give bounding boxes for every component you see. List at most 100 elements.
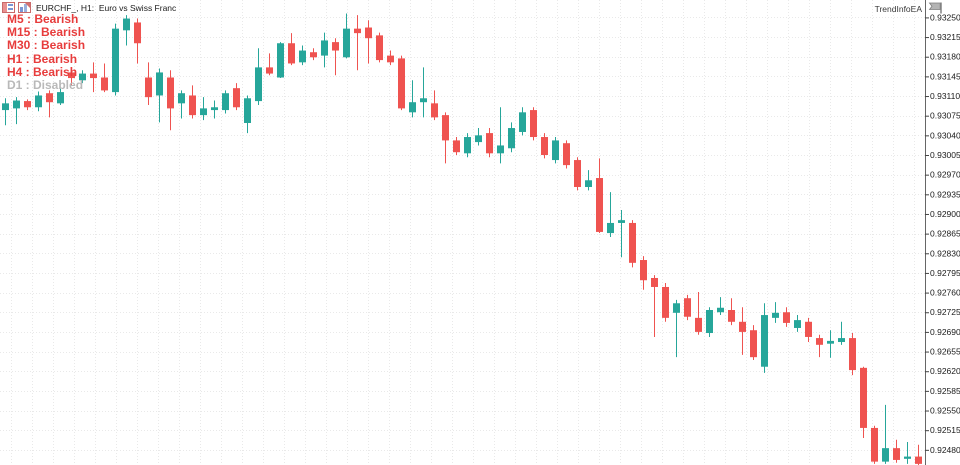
candle bbox=[101, 63, 108, 93]
price-label: 0.93145 bbox=[930, 71, 960, 81]
candle bbox=[200, 97, 207, 121]
candle bbox=[750, 325, 757, 360]
candle bbox=[915, 444, 922, 465]
candle bbox=[112, 23, 119, 96]
candle bbox=[541, 133, 548, 159]
price-label: 0.92795 bbox=[930, 268, 960, 278]
trend-item-m15: M15 : Bearish bbox=[7, 25, 86, 40]
candle bbox=[13, 97, 20, 125]
trend-item-d1: D1 : Disabled bbox=[7, 78, 84, 93]
candle bbox=[882, 404, 889, 464]
price-label: 0.92725 bbox=[930, 307, 960, 317]
candle bbox=[849, 333, 856, 376]
candle bbox=[266, 53, 273, 76]
candle bbox=[618, 210, 625, 258]
candle bbox=[321, 32, 328, 68]
candle bbox=[673, 299, 680, 358]
price-label: 0.92970 bbox=[930, 170, 960, 180]
price-label: 0.92585 bbox=[930, 386, 960, 396]
candle bbox=[783, 307, 790, 327]
candle bbox=[24, 99, 31, 111]
candle bbox=[46, 90, 53, 118]
candle bbox=[211, 100, 218, 119]
candle bbox=[178, 90, 185, 119]
candle bbox=[398, 55, 405, 111]
candle bbox=[233, 83, 240, 111]
candle bbox=[464, 133, 471, 158]
candle bbox=[365, 20, 372, 64]
candle bbox=[838, 321, 845, 345]
candle bbox=[376, 32, 383, 63]
candle bbox=[145, 62, 152, 106]
candle bbox=[640, 256, 647, 290]
candle bbox=[354, 15, 361, 71]
price-label: 0.93110 bbox=[930, 91, 960, 101]
chart-title: EURCHF_, H1: Euro vs Swiss Franc bbox=[36, 2, 177, 13]
candle bbox=[486, 128, 493, 158]
candle bbox=[409, 80, 416, 118]
candle bbox=[728, 298, 735, 326]
price-label: 0.92480 bbox=[930, 445, 960, 455]
grid bbox=[0, 0, 925, 465]
market-watch-icon bbox=[2, 2, 15, 13]
candle bbox=[189, 85, 196, 119]
candle bbox=[816, 334, 823, 358]
candle bbox=[90, 62, 97, 93]
price-label: 0.92655 bbox=[930, 347, 960, 357]
candle bbox=[607, 192, 614, 237]
trend-item-h4: H4 : Bearish bbox=[7, 64, 78, 79]
candle bbox=[255, 48, 262, 106]
candle bbox=[739, 307, 746, 355]
candle bbox=[717, 297, 724, 316]
candle bbox=[596, 158, 603, 234]
candle bbox=[574, 157, 581, 191]
price-label: 0.92935 bbox=[930, 189, 960, 199]
candle bbox=[244, 95, 251, 134]
trend-item-m30: M30 : Bearish bbox=[7, 38, 86, 53]
candle bbox=[860, 366, 867, 439]
candle bbox=[827, 330, 834, 358]
candle bbox=[706, 307, 713, 337]
price-axis[interactable]: 0.93250 0.93215 0.93180 0.93145 0.93110 0.930… bbox=[925, 0, 960, 465]
candle bbox=[662, 283, 669, 322]
price-label: 0.93005 bbox=[930, 150, 960, 160]
candle bbox=[519, 107, 526, 136]
price-label: 0.92865 bbox=[930, 229, 960, 239]
price-label: 0.93180 bbox=[930, 52, 960, 62]
candle bbox=[629, 220, 636, 268]
candle bbox=[585, 170, 592, 191]
candle bbox=[871, 425, 878, 464]
price-label: 0.92690 bbox=[930, 327, 960, 337]
price-label: 0.93040 bbox=[930, 130, 960, 140]
candle bbox=[508, 122, 515, 153]
candle bbox=[57, 88, 64, 106]
candle bbox=[431, 90, 438, 121]
candle bbox=[761, 303, 768, 373]
price-label: 0.92830 bbox=[930, 248, 960, 258]
chart-header: EURCHF_, H1: Euro vs Swiss Franc bbox=[2, 2, 176, 13]
candle bbox=[695, 292, 702, 335]
candle bbox=[123, 15, 130, 46]
trend-item-m5: M5 : Bearish bbox=[7, 12, 79, 26]
price-label: 0.93075 bbox=[930, 111, 960, 121]
candle bbox=[167, 70, 174, 131]
candle bbox=[79, 70, 86, 84]
candle bbox=[475, 128, 482, 146]
candle bbox=[893, 439, 900, 463]
candle bbox=[310, 48, 317, 61]
candle bbox=[35, 91, 42, 112]
candle bbox=[530, 107, 537, 141]
candle bbox=[651, 275, 658, 337]
trend-panel: M5 : Bearish M15 : Bearish M30 : Bearish H1… bbox=[7, 12, 86, 93]
price-label: 0.92760 bbox=[930, 288, 960, 298]
bar-chart-icon bbox=[18, 2, 31, 13]
flag-icon bbox=[928, 2, 942, 14]
candle bbox=[134, 18, 141, 64]
candles-layer bbox=[2, 13, 922, 465]
candle bbox=[222, 90, 229, 114]
candle bbox=[68, 69, 75, 86]
price-label: 0.92900 bbox=[930, 209, 960, 219]
candle bbox=[794, 315, 801, 332]
